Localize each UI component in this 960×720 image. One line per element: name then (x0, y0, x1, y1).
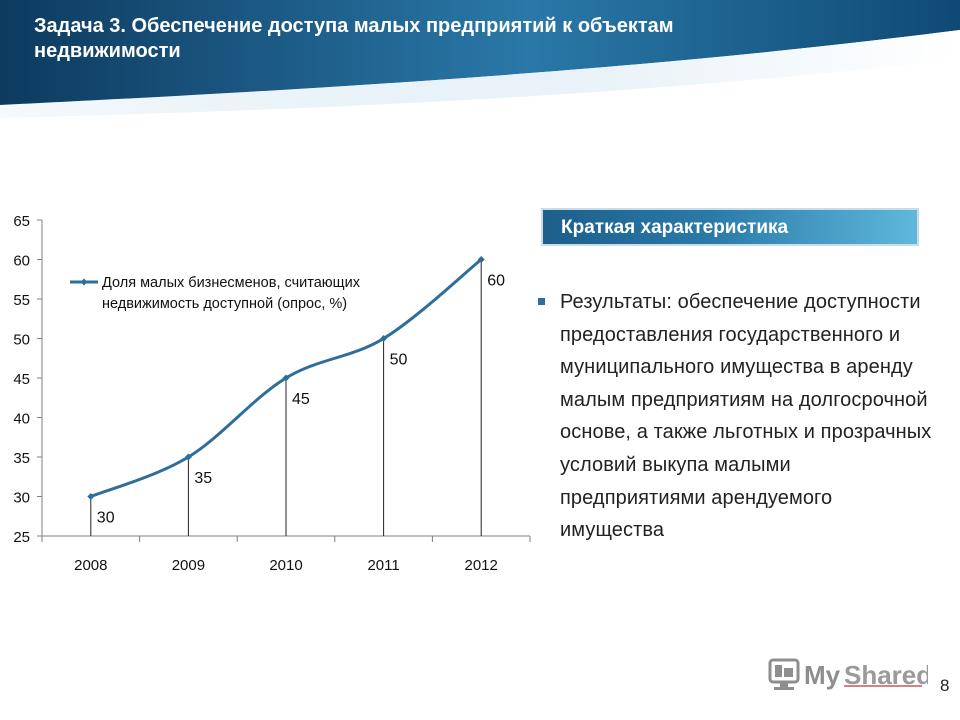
monitor-logo-icon: My Shared (768, 658, 932, 690)
x-tick-label: 2011 (367, 557, 399, 574)
data-point (477, 256, 485, 263)
square-bullet-icon (538, 298, 545, 305)
y-tick-label: 50 (13, 332, 30, 349)
y-tick-label: 40 (13, 411, 30, 428)
data-label: 30 (97, 510, 115, 527)
y-tick-label: 45 (13, 371, 30, 388)
myshared-logo: My Shared (768, 654, 932, 694)
data-label: 60 (487, 273, 505, 290)
y-tick-label: 60 (13, 253, 30, 270)
slide-header: Задача 3. Обеспечение доступа малых пред… (0, 0, 960, 130)
page-number: 8 (940, 676, 950, 695)
summary-title: Краткая характеристика (561, 217, 789, 238)
line-chart: 25 30 35 40 45 50 55 60 65 2008 2009 2010 2011 2012 30… (0, 200, 540, 590)
data-label: 35 (194, 470, 212, 487)
x-tick-label: 2009 (172, 557, 205, 574)
legend-label-line-2: недвижимость доступной (опрос, %) (102, 296, 347, 312)
header-background (0, 0, 960, 118)
y-tick-label: 35 (13, 450, 30, 467)
data-label: 45 (292, 391, 310, 408)
data-point (282, 374, 290, 382)
result-text: Результаты: обеспечение доступности пред… (560, 291, 932, 542)
x-tick-label: 2008 (74, 557, 107, 574)
data-point (87, 493, 95, 500)
data-point (380, 335, 388, 342)
legend-label-line-1: Доля малых бизнесменов, считающих (102, 275, 361, 291)
svg-text:My: My (804, 660, 841, 690)
legend-marker-icon (80, 278, 88, 286)
chart-svg: 25 30 35 40 45 50 55 60 65 2008 2009 2010 2011 2012 30… (13, 213, 531, 574)
y-tick-label: 55 (13, 292, 30, 309)
summary-header-box: Краткая характеристика (541, 208, 919, 246)
y-tick-label: 25 (13, 529, 30, 546)
result-paragraph: Результаты: обеспечение доступности пред… (538, 286, 933, 547)
y-tick-label: 65 (13, 213, 30, 230)
data-point (184, 453, 192, 461)
data-label: 50 (390, 352, 408, 369)
x-tick-label: 2010 (269, 557, 302, 574)
y-tick-label: 30 (13, 490, 30, 507)
x-tick-label: 2012 (465, 557, 498, 574)
slide-title: Задача 3. Обеспечение доступа малых пред… (34, 15, 674, 62)
